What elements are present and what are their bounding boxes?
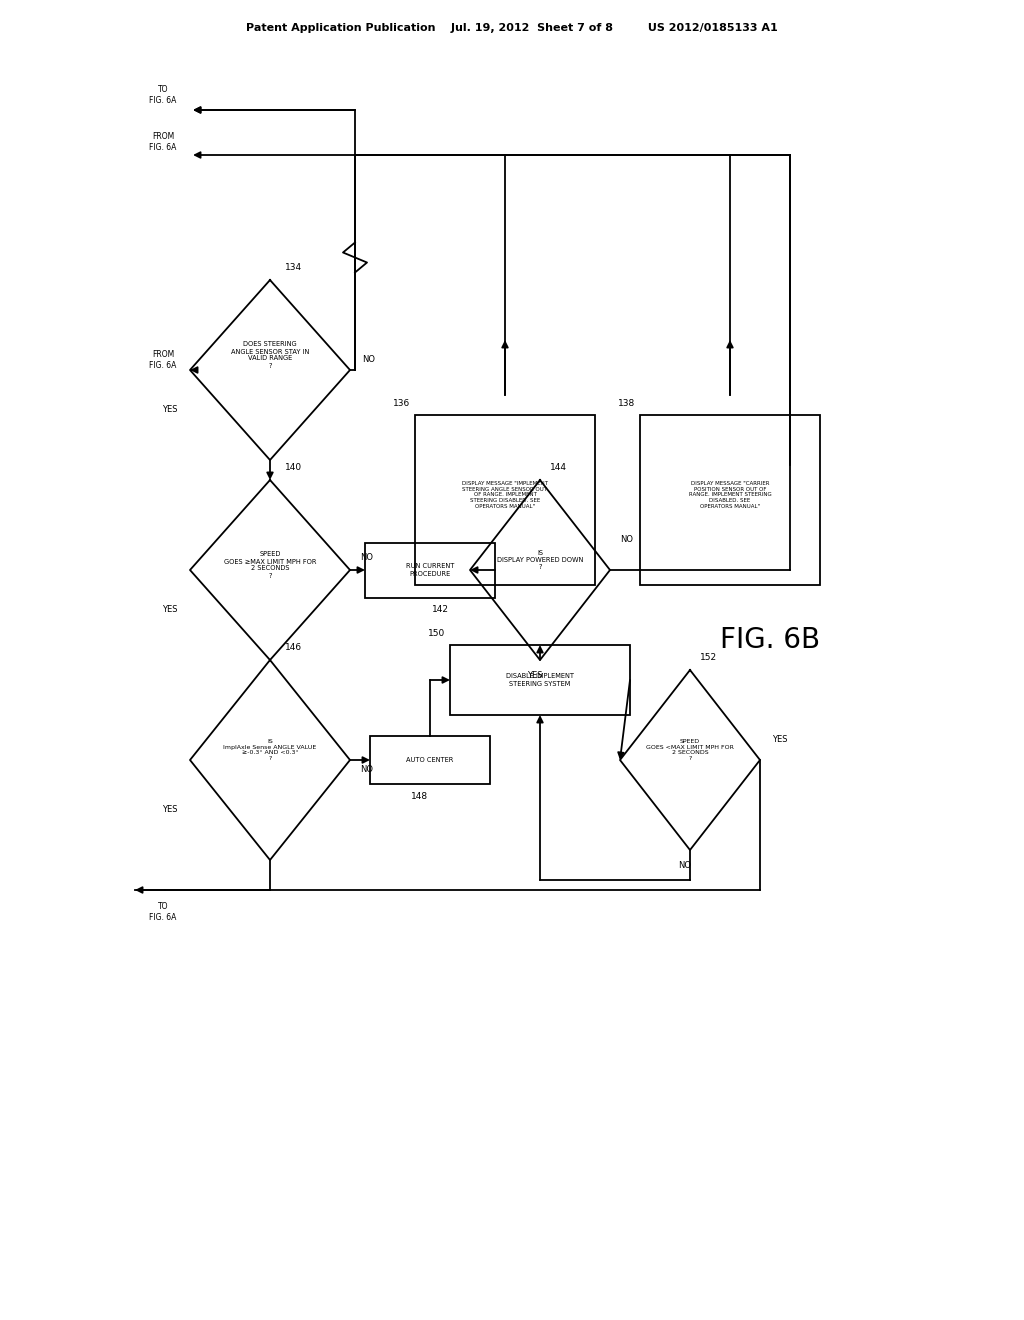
Text: 136: 136: [393, 399, 410, 408]
Text: YES: YES: [163, 606, 178, 615]
Text: FIG. 6B: FIG. 6B: [720, 626, 820, 653]
Text: NO: NO: [360, 553, 373, 562]
Text: DISPLAY MESSAGE "CARRIER
POSITION SENSOR OUT OF
RANGE. IMPLEMENT STEERING
DISABL: DISPLAY MESSAGE "CARRIER POSITION SENSOR…: [688, 480, 771, 510]
Text: 152: 152: [700, 653, 717, 663]
Bar: [370, 737, 490, 784]
Bar: [450, 645, 630, 715]
Text: RUN CURRENT
PROCEDURE: RUN CURRENT PROCEDURE: [406, 564, 455, 577]
Text: NO: NO: [362, 355, 375, 364]
Text: SPEED
GOES ≥MAX LIMIT MPH FOR
2 SECONDS
?: SPEED GOES ≥MAX LIMIT MPH FOR 2 SECONDS …: [224, 552, 316, 578]
Text: 134: 134: [285, 264, 302, 272]
Text: 140: 140: [285, 463, 302, 473]
Text: NO: NO: [360, 766, 373, 775]
Bar: [365, 543, 495, 598]
Text: TO
FIG. 6A: TO FIG. 6A: [150, 903, 177, 921]
Bar: [415, 414, 595, 585]
Text: YES: YES: [527, 671, 543, 680]
Text: YES: YES: [772, 735, 787, 744]
Text: 138: 138: [617, 399, 635, 408]
Text: DISPLAY MESSAGE "IMPLEMENT
STEERING ANGLE SENSOR OUT
OF RANGE. IMPLEMENT
STEERIN: DISPLAY MESSAGE "IMPLEMENT STEERING ANGL…: [462, 480, 548, 510]
Text: IS
ImplAxle Sense ANGLE VALUE
≥-0.3° AND <0.3°
?: IS ImplAxle Sense ANGLE VALUE ≥-0.3° AND…: [223, 739, 316, 762]
Text: YES: YES: [163, 805, 178, 814]
Text: IS
DISPLAY POWERED DOWN
?: IS DISPLAY POWERED DOWN ?: [497, 550, 584, 570]
Text: TO
FIG. 6A: TO FIG. 6A: [150, 86, 177, 104]
Text: 142: 142: [431, 605, 449, 614]
Text: 148: 148: [412, 792, 429, 800]
Text: 150: 150: [428, 628, 445, 638]
Text: 146: 146: [285, 644, 302, 652]
Text: SPEED
GOES <MAX LIMIT MPH FOR
2 SECONDS
?: SPEED GOES <MAX LIMIT MPH FOR 2 SECONDS …: [646, 739, 734, 762]
Bar: [640, 414, 820, 585]
Text: 144: 144: [550, 463, 567, 473]
Text: YES: YES: [163, 405, 178, 414]
Text: AUTO CENTER: AUTO CENTER: [407, 756, 454, 763]
Text: NO: NO: [679, 861, 691, 870]
Text: Patent Application Publication    Jul. 19, 2012  Sheet 7 of 8         US 2012/01: Patent Application Publication Jul. 19, …: [246, 22, 778, 33]
Text: FROM
FIG. 6A: FROM FIG. 6A: [150, 132, 177, 152]
Text: FROM
FIG. 6A: FROM FIG. 6A: [150, 350, 177, 370]
Text: NO: NO: [620, 536, 633, 544]
Text: DISABLE IMPLEMENT
STEERING SYSTEM: DISABLE IMPLEMENT STEERING SYSTEM: [506, 673, 574, 686]
Text: DOES STEERING
ANGLE SENSOR STAY IN
VALID RANGE
?: DOES STEERING ANGLE SENSOR STAY IN VALID…: [230, 342, 309, 368]
